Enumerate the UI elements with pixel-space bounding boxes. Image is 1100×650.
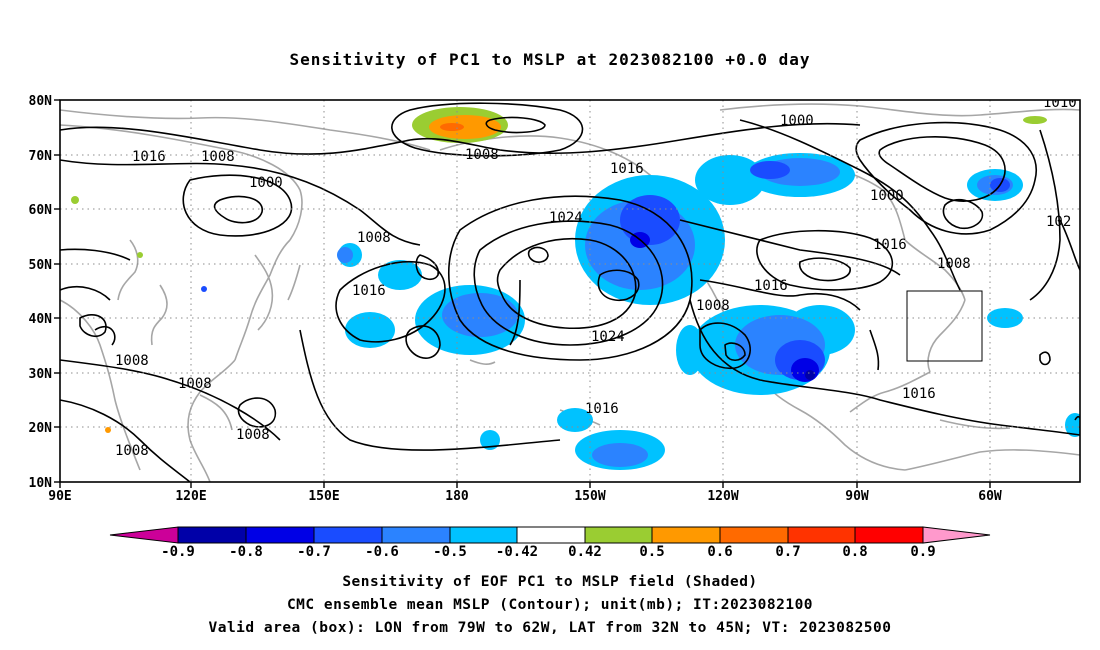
colorbar-label: -0.42 bbox=[495, 544, 539, 560]
contour-label: 1000 bbox=[870, 188, 904, 204]
colorbar-label: 0.5 bbox=[639, 544, 665, 560]
colorbar-segment bbox=[854, 526, 924, 544]
contour-label: 1016 bbox=[585, 401, 619, 417]
colorbar-left-arrow bbox=[109, 526, 179, 544]
contour-label: 1000 bbox=[249, 175, 283, 191]
colorbar-segment bbox=[719, 526, 789, 544]
colorbar-label: 0.42 bbox=[568, 544, 602, 560]
colorbar-segment bbox=[177, 526, 247, 544]
lat-label: 60N bbox=[29, 203, 53, 218]
contour-label: 1000 bbox=[780, 113, 814, 129]
longitude-labels: 90E 120E 150E 180 150W 120W 90W 60W bbox=[48, 489, 1002, 504]
colorbar-segment bbox=[516, 526, 586, 544]
colorbar-segment bbox=[313, 526, 383, 544]
lat-label: 30N bbox=[29, 367, 53, 382]
lat-label: 70N bbox=[29, 149, 53, 164]
plot-title: Sensitivity of PC1 to MSLP at 2023082100… bbox=[289, 50, 811, 69]
lon-label: 150E bbox=[308, 489, 339, 504]
lat-label: 20N bbox=[29, 421, 53, 436]
lat-label: 10N bbox=[29, 476, 53, 491]
colorbar-label: -0.9 bbox=[161, 544, 195, 560]
colorbar-segment bbox=[787, 526, 856, 544]
contour-label: 1008 bbox=[201, 149, 235, 165]
contour-label: 1008 bbox=[357, 230, 391, 246]
caption-line-2: CMC ensemble mean MSLP (Contour); unit(m… bbox=[286, 597, 814, 613]
mslp-contours bbox=[60, 102, 1080, 482]
contour-label: 1008 bbox=[115, 443, 149, 459]
valid-area-box bbox=[906, 290, 983, 362]
contour-label: 1016 bbox=[132, 149, 166, 165]
colorbar-label: -0.8 bbox=[229, 544, 263, 560]
lon-label: 120W bbox=[707, 489, 738, 504]
colorbar-label: -0.6 bbox=[365, 544, 399, 560]
colorbar-label: -0.7 bbox=[297, 544, 331, 560]
caption-line-3: Valid area (box): LON from 79W to 62W, L… bbox=[208, 620, 892, 636]
caption-line-1: Sensitivity of EOF PC1 to MSLP field (Sh… bbox=[342, 574, 758, 590]
contour-label: 1008 bbox=[115, 353, 149, 369]
colorbar-segment bbox=[584, 526, 653, 544]
contour-label: 1016 bbox=[610, 161, 644, 177]
colorbar-label: -0.5 bbox=[433, 544, 467, 560]
colorbar-segment bbox=[449, 526, 518, 544]
contour-label: 1008 bbox=[465, 147, 499, 163]
contour-label: 1016 bbox=[754, 278, 788, 294]
lat-label: 40N bbox=[29, 312, 53, 327]
colorbar-label: 0.9 bbox=[910, 544, 936, 560]
contour-label: 1024 bbox=[591, 329, 625, 345]
contour-label: 1016 bbox=[873, 237, 907, 253]
colorbar-segment bbox=[245, 526, 315, 544]
colorbar-label: 0.8 bbox=[842, 544, 868, 560]
axis-ticks bbox=[54, 99, 991, 488]
latitude-labels: 80N 70N 60N 50N 40N 30N 20N 10N bbox=[29, 94, 53, 491]
colorbar-segment bbox=[651, 526, 721, 544]
contour-label: 1016 bbox=[352, 283, 386, 299]
contour-label: 102 bbox=[1046, 214, 1071, 230]
contour-label: 1008 bbox=[178, 376, 212, 392]
map-frame bbox=[59, 99, 1081, 483]
lon-label: 180 bbox=[445, 489, 469, 504]
lon-label: 90W bbox=[845, 489, 869, 504]
contour-label: 1008 bbox=[937, 256, 971, 272]
lat-label: 50N bbox=[29, 258, 53, 273]
colorbar bbox=[109, 526, 991, 544]
contour-label: 1008 bbox=[696, 298, 730, 314]
contour-label: 1010 bbox=[1043, 95, 1077, 111]
lon-label: 120E bbox=[175, 489, 206, 504]
colorbar-label: 0.7 bbox=[775, 544, 801, 560]
colorbar-label: 0.6 bbox=[707, 544, 733, 560]
contour-labels: 1016 1008 1000 1008 1016 1008 1008 1008 … bbox=[115, 95, 1077, 459]
lon-label: 60W bbox=[978, 489, 1002, 504]
contour-label: 1008 bbox=[236, 427, 270, 443]
colorbar-segment bbox=[381, 526, 451, 544]
contour-label: 1016 bbox=[902, 386, 936, 402]
contour-label: 1024 bbox=[549, 210, 583, 226]
lon-label: 90E bbox=[48, 489, 71, 504]
colorbar-right-arrow bbox=[922, 526, 991, 544]
lon-label: 150W bbox=[574, 489, 605, 504]
lat-label: 80N bbox=[29, 94, 53, 109]
